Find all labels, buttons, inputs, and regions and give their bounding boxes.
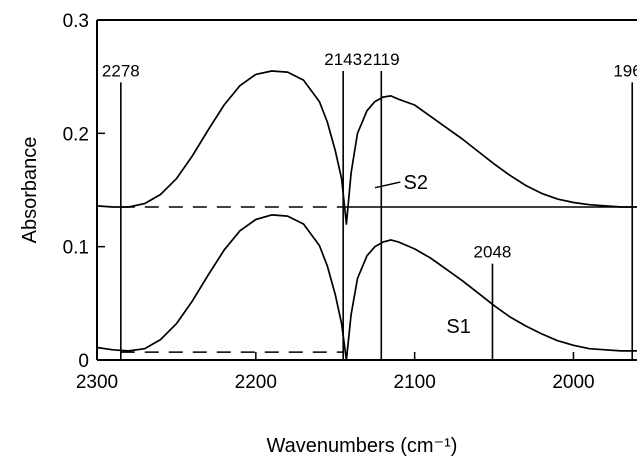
x-tick-label: 2200 — [235, 372, 277, 393]
peak-marker-label: 1965 — [613, 61, 637, 80]
peak-marker-label: 2048 — [474, 243, 512, 262]
series-label-s2: S2 — [404, 172, 428, 194]
x-tick-label: 2100 — [394, 372, 436, 393]
x-tick-label: 2000 — [552, 372, 594, 393]
y-tick-label: 0.2 — [63, 124, 89, 145]
peak-marker-label: 2143 — [324, 50, 362, 69]
y-tick-label: 0 — [78, 351, 89, 372]
y-axis-title: Absorbance — [19, 137, 41, 244]
series-line-s1 — [96, 214, 637, 361]
x-tick-label: 2300 — [76, 372, 118, 393]
s2-leader-line — [374, 181, 401, 189]
series-label-s1: S1 — [446, 316, 470, 338]
peak-marker-label: 2119 — [363, 50, 400, 69]
x-axis-title: Wavenumbers (cm⁻¹) — [267, 435, 458, 457]
series-line-s2 — [96, 70, 637, 225]
peak-marker-label: 2278 — [102, 61, 140, 80]
y-tick-label: 0.1 — [63, 238, 89, 259]
y-tick-label: 0.3 — [63, 11, 89, 32]
